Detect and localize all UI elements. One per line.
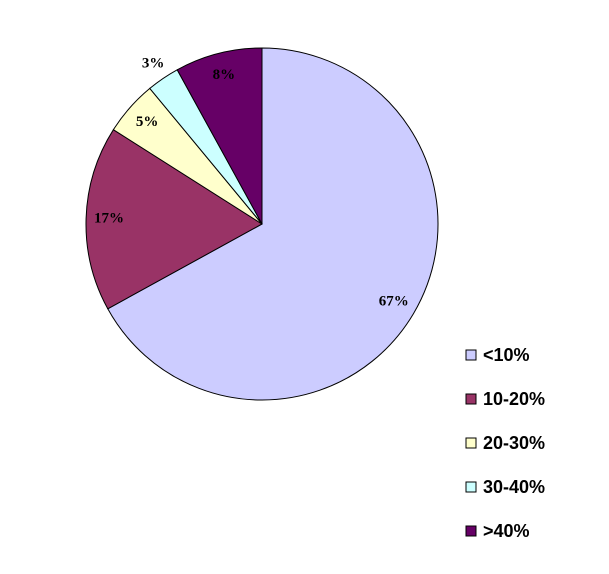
legend-label: 20-30% bbox=[483, 433, 545, 453]
legend-swatch bbox=[465, 393, 477, 405]
data-label: 67% bbox=[379, 293, 409, 309]
legend-label: 10-20% bbox=[483, 389, 545, 409]
legend-swatch bbox=[465, 525, 477, 537]
data-label: 3% bbox=[142, 55, 165, 71]
legend-swatch bbox=[465, 437, 477, 449]
legend-label: 30-40% bbox=[483, 477, 545, 497]
data-label: 8% bbox=[213, 67, 236, 83]
data-label: 5% bbox=[136, 114, 159, 130]
pie-slice bbox=[85, 129, 263, 310]
legend-swatch bbox=[465, 481, 477, 493]
legend-swatch bbox=[465, 349, 477, 361]
legend-label: >40% bbox=[483, 521, 530, 541]
pie-slice bbox=[176, 47, 263, 225]
data-label: 17% bbox=[94, 211, 124, 227]
pie-slice bbox=[107, 47, 439, 401]
legend-label: <10% bbox=[483, 345, 530, 365]
